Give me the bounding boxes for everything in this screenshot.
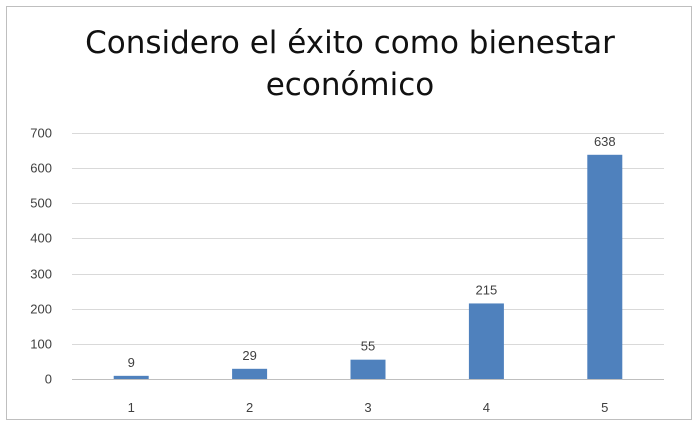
y-tick-label: 200 — [30, 302, 52, 317]
data-label-1: 9 — [128, 355, 135, 370]
y-tick-label: 500 — [30, 196, 52, 211]
chart-title-line-1: Considero el éxito como bienestar — [85, 25, 615, 61]
data-label-2: 29 — [242, 348, 256, 363]
x-tick-label-5: 5 — [601, 400, 608, 415]
bar-2 — [232, 368, 268, 379]
y-tick-label: 700 — [30, 126, 52, 141]
y-tick-label: 600 — [30, 161, 52, 176]
x-tick-label-4: 4 — [483, 400, 490, 415]
data-label-3: 55 — [361, 339, 375, 354]
y-tick-label: 400 — [30, 231, 52, 246]
bars — [113, 154, 623, 379]
chart-frame — [6, 6, 692, 420]
data-label-4: 215 — [476, 282, 498, 297]
y-tick-label: 100 — [30, 337, 52, 352]
y-tick-label: 300 — [30, 267, 52, 282]
data-label-5: 638 — [594, 134, 616, 149]
chart-title-line-2: económico — [265, 67, 435, 103]
y-tick-labels: 0 100 200 300 400 500 600 700 — [30, 126, 52, 387]
bar-4 — [468, 303, 504, 379]
x-tick-label-2: 2 — [246, 400, 253, 415]
bar-5 — [587, 154, 623, 379]
top-strip — [0, 0, 700, 6]
bar-3 — [350, 359, 386, 379]
data-labels: 9 29 55 215 638 — [128, 134, 616, 370]
x-tick-label-1: 1 — [128, 400, 135, 415]
chart-title: Considero el éxito como bienestar económ… — [0, 22, 700, 106]
x-tick-label-3: 3 — [364, 400, 371, 415]
grid-lines — [72, 133, 664, 345]
x-tick-labels: 1 2 3 4 5 — [128, 400, 609, 415]
bar-1 — [113, 375, 149, 379]
y-tick-label: 0 — [45, 372, 52, 387]
